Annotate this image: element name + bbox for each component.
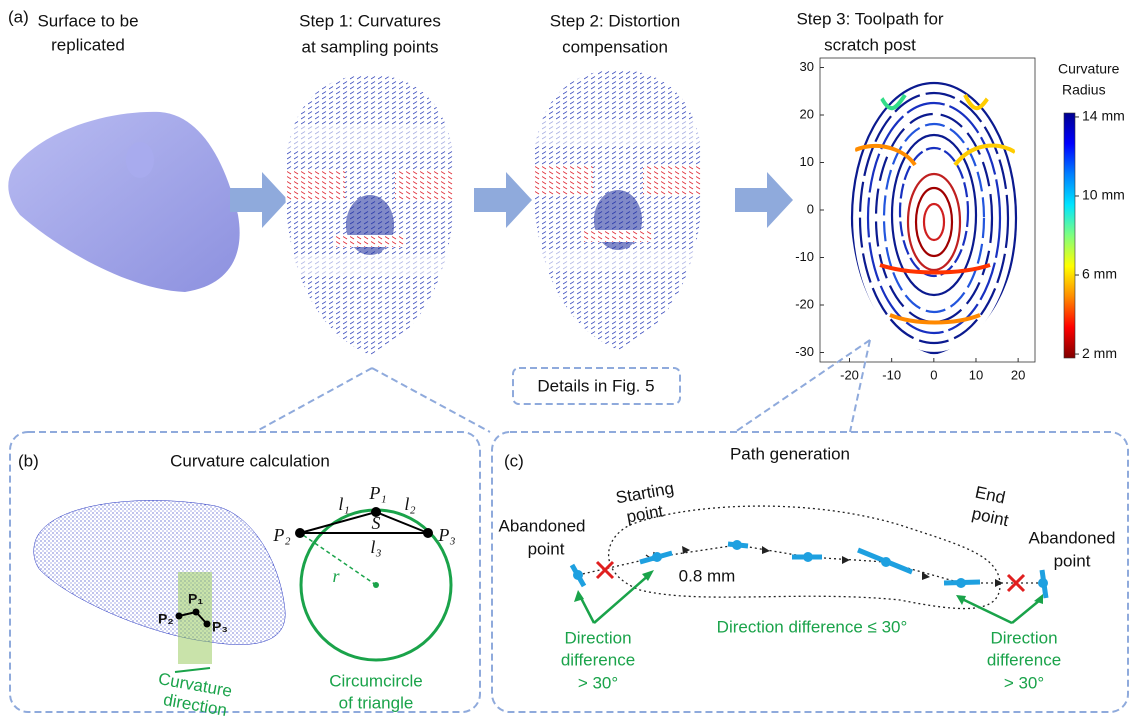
- compensated-face: [528, 65, 708, 355]
- panel-box: [492, 432, 1128, 712]
- x-tick-label: 0: [930, 367, 937, 382]
- step-title: scratch post: [824, 35, 916, 54]
- panel-label: (c): [504, 451, 524, 470]
- spacing-label: 0.8 mm: [679, 566, 736, 585]
- surface-title: replicated: [51, 35, 125, 54]
- colorbar-title: Radius: [1062, 82, 1106, 98]
- colorbar-tick-label: 14 mm: [1082, 108, 1125, 124]
- sample-segments: [572, 544, 1046, 598]
- x-tick-label: -20: [840, 367, 859, 382]
- vertex-label: P₁: [368, 483, 386, 503]
- direction-note: > 30°: [1004, 673, 1044, 692]
- panel-title: Curvature calculation: [170, 451, 330, 470]
- step-title: compensation: [562, 37, 668, 56]
- panel-label: (b): [18, 451, 39, 470]
- surface-nose: [126, 142, 154, 178]
- direction-note: difference: [987, 650, 1061, 669]
- y-tick-label: -20: [795, 296, 814, 311]
- end-label: End: [973, 483, 1007, 508]
- colorbar: [1064, 113, 1075, 358]
- colorbar-tick-label: 6 mm: [1082, 266, 1117, 282]
- surface-model: [8, 112, 239, 292]
- side-label: l₃: [370, 537, 381, 557]
- panel-label: (a): [8, 7, 29, 26]
- panel-title: Path generation: [730, 444, 850, 463]
- step-title: Step 1: Curvatures: [299, 11, 441, 30]
- colorbar-tick-label: 10 mm: [1082, 187, 1125, 203]
- details-note: Details in Fig. 5: [537, 376, 654, 395]
- point-label: P₃: [212, 619, 228, 635]
- direction-note: Direction: [990, 628, 1057, 647]
- note-arrowheads: [574, 570, 1043, 605]
- direction-arrow: [175, 668, 210, 672]
- x-tick-label: -10: [882, 367, 901, 382]
- step-title: Step 3: Toolpath for: [796, 9, 943, 28]
- y-tick-label: -30: [795, 344, 814, 359]
- circle-label: of triangle: [339, 693, 414, 712]
- abandoned-label: Abandoned: [499, 516, 586, 535]
- x-tick-label: 10: [969, 367, 983, 382]
- toolpath-plot: [820, 58, 1035, 362]
- center-point: [373, 582, 379, 588]
- point-label: P₁: [188, 591, 203, 607]
- x-tick-label: 20: [1011, 367, 1025, 382]
- curvature-face: [280, 70, 460, 360]
- side-label: l₁: [338, 494, 349, 514]
- surface-title: Surface to be: [37, 11, 138, 30]
- vertex-label: P₃: [437, 525, 455, 545]
- direction-note: difference: [561, 650, 635, 669]
- radius-label: r: [332, 566, 340, 586]
- area-label: S: [372, 513, 381, 533]
- figure: (a) Surface to be replicated Step 1: Cur…: [0, 0, 1136, 716]
- direction-note: Direction difference ≤ 30°: [717, 617, 908, 636]
- step-title: at sampling points: [301, 37, 438, 56]
- start-label: Starting: [614, 479, 675, 508]
- y-tick-label: -10: [795, 249, 814, 264]
- point-label: P₂: [158, 611, 174, 627]
- direction-note: Direction: [564, 628, 631, 647]
- y-tick-label: 10: [800, 154, 814, 169]
- end-label: point: [970, 504, 1010, 530]
- side-label: l₂: [404, 494, 415, 514]
- step-title: Step 2: Distortion: [550, 11, 680, 30]
- y-tick-label: 0: [807, 201, 814, 216]
- y-tick-label: 30: [800, 59, 814, 74]
- colorbar-tick-label: 2 mm: [1082, 345, 1117, 361]
- section-plane: [178, 572, 212, 664]
- direction-note: > 30°: [578, 673, 618, 692]
- abandoned-label: point: [1054, 551, 1091, 570]
- vertex-label: P₂: [272, 525, 290, 545]
- abandoned-label: point: [528, 539, 565, 558]
- circle-label: Circumcircle: [329, 671, 423, 690]
- y-tick-label: 20: [800, 106, 814, 121]
- colorbar-title: Curvature: [1058, 61, 1120, 77]
- abandoned-label: Abandoned: [1029, 528, 1116, 547]
- start-label: point: [625, 501, 665, 526]
